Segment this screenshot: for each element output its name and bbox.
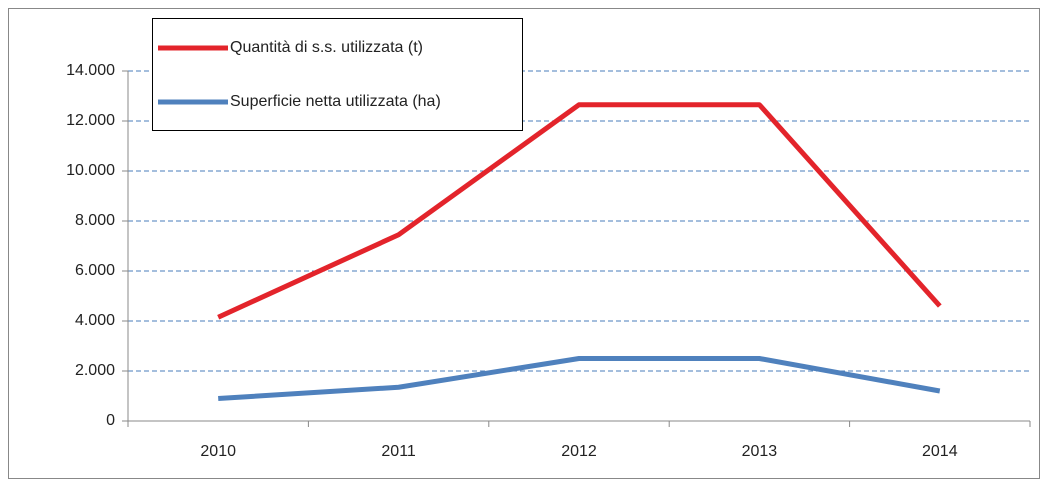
x-tick-label: 2012 (561, 443, 597, 460)
y-tick-label: 8.000 (75, 212, 115, 229)
y-tick-label: 10.000 (66, 162, 115, 179)
x-tick-label: 2014 (922, 443, 958, 460)
y-tick-label: 14.000 (66, 62, 115, 79)
data-line (217, 102, 942, 320)
y-tick-label: 6.000 (75, 262, 115, 279)
y-tick-label: 0 (106, 412, 115, 429)
legend-label: Superficie netta utilizzata (ha) (230, 93, 441, 110)
x-tick-label: 2010 (200, 443, 236, 460)
x-tick-label: 2011 (381, 443, 416, 460)
legend-label: Quantità di s.s. utilizzata (t) (230, 39, 423, 56)
y-tick-label: 12.000 (66, 112, 115, 129)
y-tick-label: 2.000 (75, 362, 115, 379)
y-tick-label: 4.000 (75, 312, 115, 329)
x-tick-label: 2013 (742, 443, 778, 460)
data-line (218, 356, 941, 401)
legend-box (152, 18, 523, 131)
